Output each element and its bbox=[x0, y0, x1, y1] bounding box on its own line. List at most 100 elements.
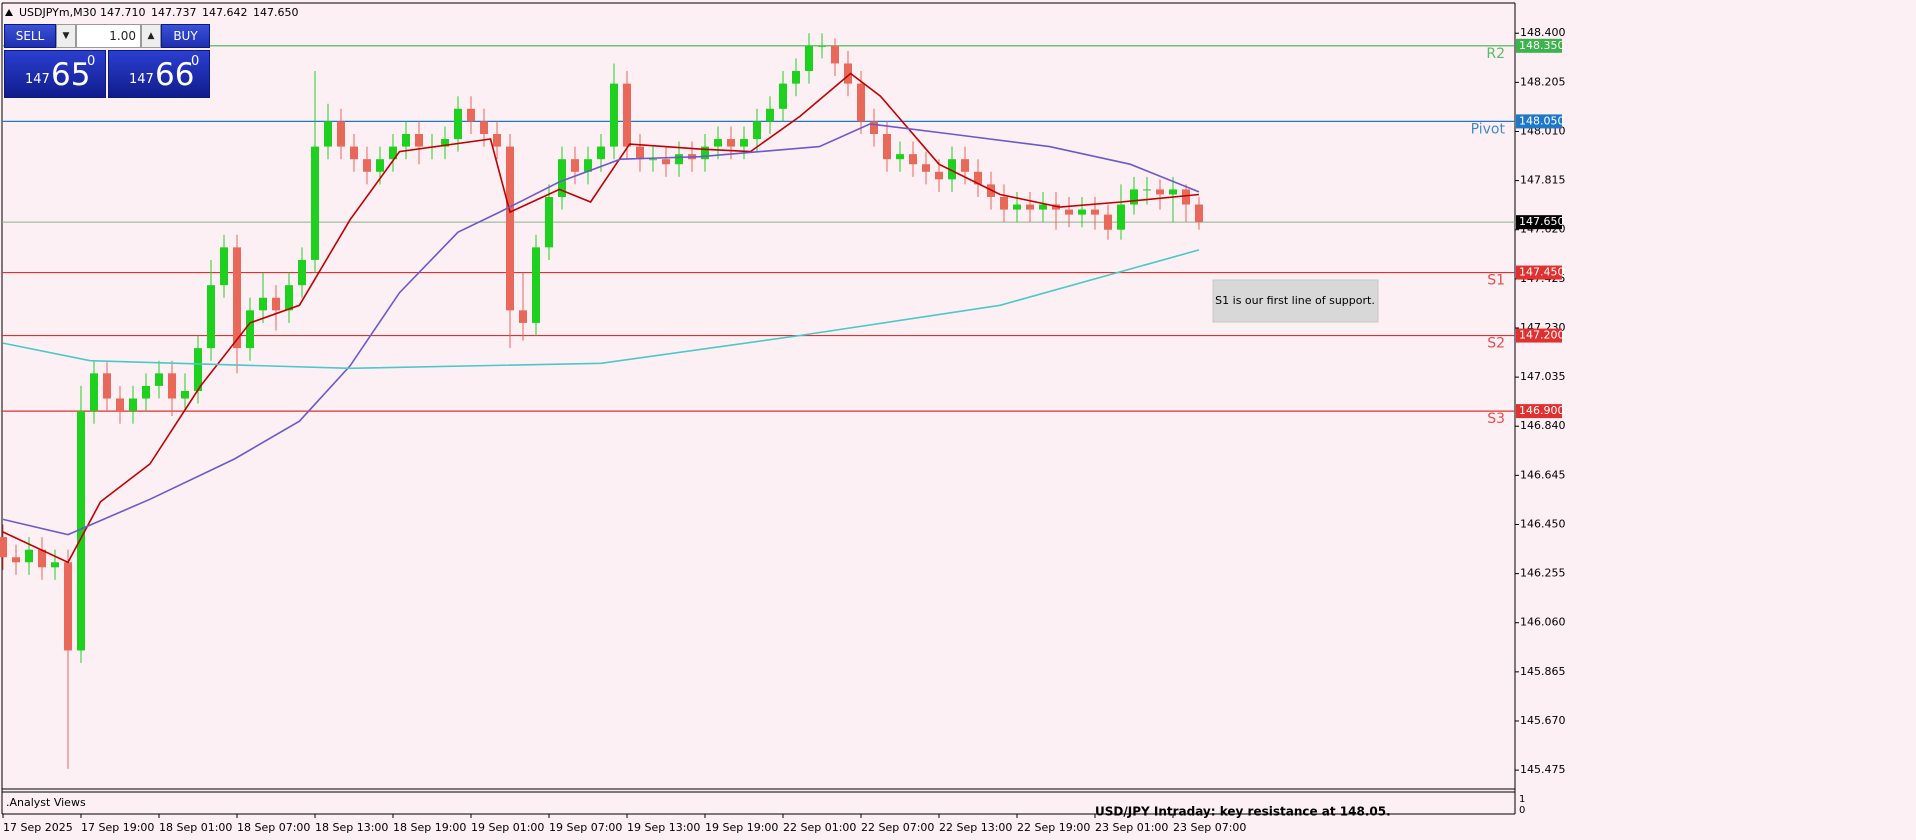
candle-body bbox=[714, 139, 722, 147]
price-tag-label: 147.650 bbox=[1519, 215, 1565, 228]
volume-down[interactable]: ▼ bbox=[56, 24, 76, 48]
volume-up[interactable]: ▲ bbox=[141, 24, 161, 48]
candle-body bbox=[1182, 189, 1190, 205]
y-tick-label: 146.840 bbox=[1520, 419, 1566, 432]
candle-body bbox=[1091, 209, 1099, 215]
subwindow-tick: 0 bbox=[1519, 805, 1525, 816]
candle-body bbox=[584, 159, 592, 172]
candle-body bbox=[363, 159, 371, 172]
price-tag bbox=[1516, 215, 1562, 230]
buy-button[interactable]: BUY bbox=[161, 24, 210, 48]
candle-body bbox=[350, 146, 358, 160]
candle-body bbox=[792, 71, 800, 84]
candle-body bbox=[142, 385, 150, 399]
quote-value: 147.650 bbox=[253, 6, 299, 19]
candle-body bbox=[961, 159, 969, 172]
x-tick-label: 17 Sep 19:00 bbox=[81, 821, 154, 834]
level-tag-label: 146.900 bbox=[1519, 404, 1565, 417]
candle-body bbox=[701, 146, 709, 160]
x-tick-label: 18 Sep 19:00 bbox=[393, 821, 466, 834]
candle-body bbox=[25, 549, 33, 563]
candle-body bbox=[220, 247, 228, 286]
candle-body bbox=[922, 164, 930, 172]
candle-body bbox=[532, 247, 540, 323]
level-tag-label: 148.350 bbox=[1519, 39, 1565, 52]
candle-body bbox=[1078, 209, 1086, 215]
y-tick-label: 147.815 bbox=[1520, 174, 1566, 187]
level-name: R2 bbox=[1486, 46, 1505, 62]
candle-body bbox=[649, 159, 657, 161]
candle-body bbox=[857, 83, 865, 122]
candle-body bbox=[779, 83, 787, 109]
candle-body bbox=[870, 121, 878, 134]
moving-average bbox=[2, 123, 1200, 536]
candle-body bbox=[610, 83, 618, 147]
x-tick-label: 23 Sep 07:00 bbox=[1173, 821, 1246, 834]
ask-box[interactable]: 147 66 0 bbox=[108, 50, 210, 98]
candle-body bbox=[207, 285, 215, 349]
candle-body bbox=[402, 134, 410, 147]
candle-body bbox=[311, 146, 319, 260]
candle-body bbox=[675, 154, 683, 165]
candle-body bbox=[727, 139, 735, 147]
bid-box[interactable]: 147 65 0 bbox=[4, 50, 106, 98]
candle-body bbox=[324, 121, 332, 147]
volume-input[interactable]: 1.00 bbox=[76, 24, 141, 48]
y-tick-label: 148.400 bbox=[1520, 26, 1566, 39]
sell-button[interactable]: SELL bbox=[4, 24, 56, 48]
candle-body bbox=[1000, 196, 1008, 210]
bid-sup: 0 bbox=[87, 54, 96, 69]
x-tick-label: 23 Sep 01:00 bbox=[1095, 821, 1168, 834]
candle-body bbox=[480, 121, 488, 134]
ask-sup: 0 bbox=[191, 54, 200, 69]
candle-body bbox=[1195, 204, 1203, 223]
candle-body bbox=[116, 398, 124, 412]
candle-body bbox=[493, 134, 501, 147]
candle-body bbox=[896, 154, 904, 160]
candle-body bbox=[246, 310, 254, 349]
quote-value: 147.737 bbox=[151, 6, 197, 19]
candle-body bbox=[818, 45, 826, 47]
quote-value: 147.710 bbox=[100, 6, 146, 19]
x-tick-label: 22 Sep 01:00 bbox=[783, 821, 856, 834]
candle-body bbox=[974, 171, 982, 185]
candle-body bbox=[168, 373, 176, 399]
candle-body bbox=[844, 63, 852, 84]
candle-body bbox=[831, 45, 839, 64]
candle-body bbox=[1143, 189, 1151, 191]
x-tick-label: 18 Sep 01:00 bbox=[159, 821, 232, 834]
candle-body bbox=[545, 196, 553, 248]
candle-body bbox=[1156, 189, 1164, 195]
candle-body bbox=[337, 121, 345, 147]
candle-body bbox=[272, 297, 280, 311]
candle-body bbox=[259, 297, 267, 311]
candle-body bbox=[805, 45, 813, 72]
candle-body bbox=[935, 171, 943, 180]
level-name: Pivot bbox=[1471, 121, 1506, 137]
candle-body bbox=[948, 159, 956, 180]
x-tick-label: 17 Sep 2025 bbox=[3, 821, 73, 834]
y-tick-label: 145.670 bbox=[1520, 714, 1566, 727]
x-tick-label: 19 Sep 01:00 bbox=[471, 821, 544, 834]
candle-body bbox=[0, 537, 7, 558]
level-tag bbox=[1516, 38, 1562, 53]
subwindow-text: USD/JPY Intraday: key resistance at 148.… bbox=[1095, 805, 1391, 819]
y-tick-label: 145.865 bbox=[1520, 665, 1566, 678]
candle-body bbox=[454, 108, 462, 140]
moving-average bbox=[2, 249, 1200, 370]
x-tick-label: 22 Sep 13:00 bbox=[939, 821, 1012, 834]
candle-body bbox=[285, 285, 293, 311]
candle-body bbox=[519, 310, 527, 323]
x-tick-label: 18 Sep 13:00 bbox=[315, 821, 388, 834]
moving-average bbox=[2, 72, 1200, 564]
y-tick-label: 146.645 bbox=[1520, 468, 1566, 481]
candle-body bbox=[38, 549, 46, 568]
y-tick-label: 146.450 bbox=[1520, 517, 1566, 530]
level-tag-label: 147.200 bbox=[1519, 329, 1565, 342]
subwindow-title: .Analyst Views bbox=[6, 796, 86, 809]
subwindow-tick: 1 bbox=[1519, 794, 1525, 805]
candle-body bbox=[467, 108, 475, 122]
candle-body bbox=[506, 146, 514, 311]
